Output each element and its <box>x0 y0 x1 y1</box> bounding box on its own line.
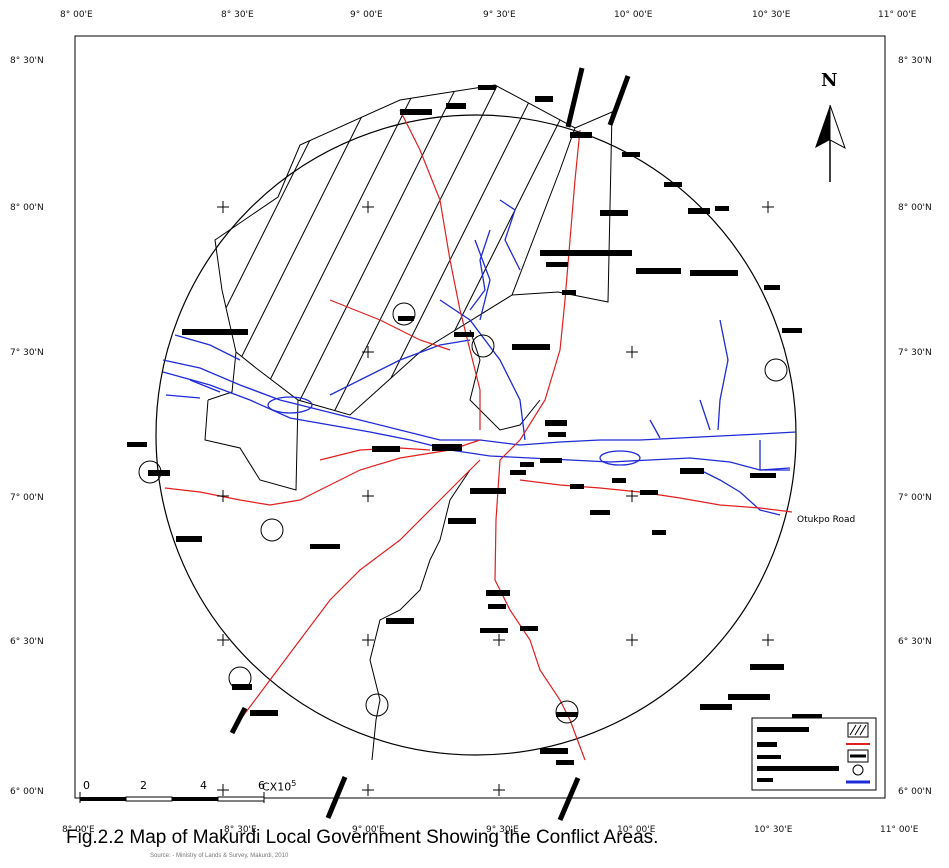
grid-crosses <box>217 201 774 796</box>
left-tick-label: 8° 00'N <box>10 203 44 213</box>
scale-bar <box>79 792 265 803</box>
left-tick-label: 7° 30'N <box>10 348 44 358</box>
north-arrow-label: N <box>821 70 838 91</box>
scale-label: 2 <box>140 779 147 792</box>
top-tick-label: 8° 00'E <box>60 10 93 20</box>
settlement-labels <box>127 85 822 765</box>
scale-unit: CX105 <box>262 779 296 794</box>
sector-boundary-w <box>204 351 299 491</box>
left-tick-label: 7° 00'N <box>10 493 44 503</box>
bottom-tick-label: 9° 30'E <box>486 825 519 835</box>
top-tick-label: 10° 00'E <box>614 10 653 20</box>
left-tick-label: 6° 00'N <box>10 787 44 797</box>
scale-unit-exponent: 5 <box>291 779 297 788</box>
left-tick-label: 8° 30'N <box>10 56 44 66</box>
top-tick-label: 9° 00'E <box>350 10 383 20</box>
scale-unit-text: CX10 <box>262 780 292 794</box>
right-tick-label: 6° 00'N <box>898 787 932 797</box>
right-tick-label: 7° 30'N <box>898 348 932 358</box>
legend <box>751 717 877 791</box>
right-tick-label: 6° 30'N <box>898 637 932 647</box>
road-label: Otukpo Road <box>797 515 856 525</box>
right-tick-label: 8° 30'N <box>898 56 932 66</box>
top-tick-label: 10° 30'E <box>752 10 791 20</box>
conflict-location-circles <box>138 302 788 724</box>
bottom-tick-label: 11° 00'E <box>880 825 919 835</box>
scale-label: 0 <box>83 779 90 792</box>
main-roads <box>164 109 793 761</box>
figure-caption: Fig.2.2 Map of Makurdi Local Government … <box>66 827 659 848</box>
map-frame <box>74 35 886 799</box>
track-center <box>469 329 541 431</box>
top-tick-label: 9° 30'E <box>483 10 516 20</box>
bottom-tick-label: 8° 30'E <box>224 825 257 835</box>
sector-boundary-ne <box>511 111 613 303</box>
bottom-tick-label: 10° 00'E <box>617 825 656 835</box>
figure-source: Source: - Ministry of Lands & Survey, Ma… <box>150 853 289 859</box>
right-tick-label: 8° 00'N <box>898 203 932 213</box>
right-tick-label: 7° 00'N <box>898 493 932 503</box>
boundary-markers <box>229 67 631 821</box>
hatched-conflict-area <box>214 84 576 416</box>
bottom-tick-label: 8° 00'E <box>62 825 95 835</box>
north-arrow <box>815 104 846 182</box>
track-south <box>369 469 471 761</box>
scale-label: 6 <box>258 779 265 792</box>
left-tick-label: 6° 30'N <box>10 637 44 647</box>
bottom-tick-label: 9° 00'E <box>352 825 385 835</box>
lga-boundary-circle <box>155 114 797 756</box>
top-tick-label: 8° 30'E <box>221 10 254 20</box>
scale-label: 4 <box>200 779 207 792</box>
bottom-tick-label: 10° 30'E <box>754 825 793 835</box>
top-tick-label: 11° 00'E <box>878 10 917 20</box>
